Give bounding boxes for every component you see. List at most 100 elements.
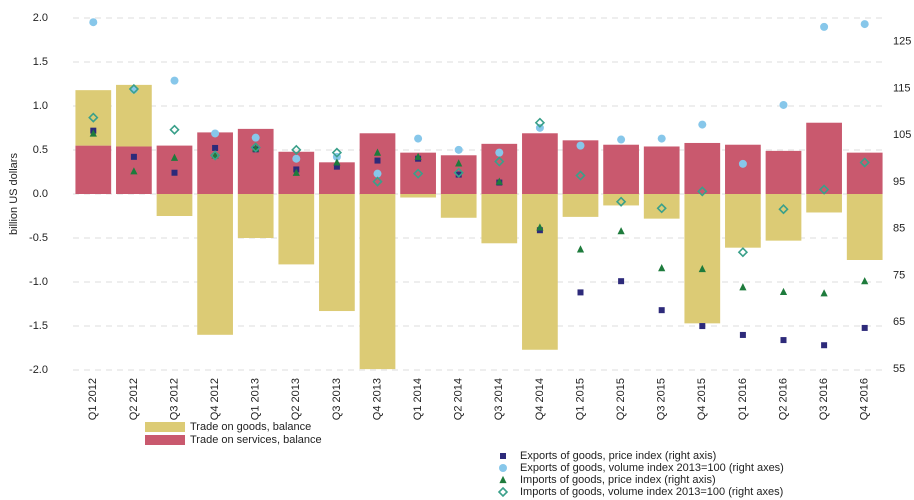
point	[861, 277, 869, 285]
bar	[562, 194, 599, 217]
point	[618, 278, 625, 285]
point	[780, 337, 787, 344]
bar	[278, 194, 315, 265]
point	[576, 245, 585, 253]
x-tick-label: Q1 2012	[87, 378, 99, 420]
point	[374, 157, 381, 164]
y2-tick-label: 75	[893, 269, 905, 281]
x-tick-label: Q3 2014	[493, 378, 505, 420]
legend-label: Exports of goods, price index (right axi…	[520, 450, 716, 462]
x-tick-label: Q4 2014	[534, 378, 546, 420]
bar	[846, 194, 883, 260]
y2-tick-label: 115	[893, 82, 911, 94]
x-tick-label: Q3 2016	[818, 378, 830, 420]
point	[251, 133, 260, 142]
point	[699, 323, 706, 330]
point	[738, 159, 747, 168]
legend-marker	[497, 486, 509, 498]
bar	[603, 194, 639, 206]
point	[169, 124, 180, 135]
point	[89, 129, 97, 137]
point	[617, 227, 625, 235]
bar	[603, 144, 639, 194]
bar	[643, 146, 680, 194]
point	[739, 283, 747, 291]
bar	[481, 194, 518, 244]
point	[576, 141, 585, 150]
point	[534, 117, 546, 128]
point	[372, 176, 383, 187]
x-tick-label: Q2 2012	[128, 378, 140, 420]
point	[331, 147, 343, 158]
bar	[806, 122, 842, 194]
point	[657, 134, 666, 143]
point	[333, 163, 340, 170]
point	[495, 148, 504, 157]
legend-label: Imports of goods, volume index 2013=100 …	[520, 486, 783, 498]
bar	[75, 145, 112, 194]
bar	[75, 90, 112, 146]
y-tick-label: -1.0	[29, 276, 48, 288]
point	[495, 177, 503, 185]
legend-marker	[500, 453, 506, 459]
bar	[319, 194, 355, 312]
point	[779, 287, 788, 296]
bar	[725, 194, 761, 248]
x-tick-label: Q4 2016	[859, 378, 871, 420]
bar	[684, 142, 721, 194]
y-tick-label: 0.0	[33, 188, 48, 200]
y-tick-label: -0.5	[29, 232, 48, 244]
point	[292, 168, 300, 176]
point	[211, 129, 220, 138]
x-tick-label: Q2 2016	[777, 378, 789, 420]
x-tick-label: Q4 2012	[209, 378, 221, 420]
point	[250, 142, 261, 153]
legend-label: Exports of goods, volume index 2013=100 …	[520, 462, 784, 474]
x-tick-label: Q1 2013	[250, 378, 262, 420]
point	[615, 196, 627, 207]
x-tick-label: Q4 2013	[371, 378, 383, 420]
point	[291, 144, 302, 155]
point	[656, 203, 667, 214]
point	[778, 204, 789, 215]
legend-label: Trade on goods, balance	[190, 421, 311, 433]
x-tick-label: Q2 2015	[615, 378, 627, 420]
point	[859, 157, 870, 168]
y-tick-label: -2.0	[29, 364, 48, 376]
y-tick-label: 2.0	[33, 12, 48, 24]
point	[698, 264, 706, 273]
point	[454, 145, 463, 154]
bar	[359, 194, 396, 370]
point	[455, 171, 462, 178]
bar	[237, 194, 274, 238]
y2-tick-label: 95	[893, 176, 905, 188]
point	[779, 100, 788, 109]
bar	[197, 132, 233, 194]
x-tick-label: Q3 2013	[331, 378, 343, 420]
bar	[684, 194, 721, 324]
point	[617, 135, 626, 144]
point	[739, 331, 746, 338]
y-tick-label: 0.5	[33, 144, 48, 156]
point	[333, 158, 341, 166]
point	[88, 112, 99, 123]
bar	[400, 194, 436, 198]
point	[209, 150, 221, 161]
point	[658, 263, 666, 272]
bar	[440, 194, 477, 218]
legend-swatch	[145, 422, 185, 432]
point	[535, 123, 544, 132]
x-tick-label: Q1 2014	[412, 378, 424, 420]
point	[128, 83, 140, 95]
point	[494, 156, 505, 167]
y-tick-label: 1.0	[33, 100, 48, 112]
y2-tick-label: 85	[893, 223, 905, 235]
legend-label: Imports of goods, price index (right axi…	[520, 474, 716, 486]
point	[130, 153, 137, 160]
point	[453, 167, 464, 178]
point	[412, 168, 424, 179]
legend-marker	[499, 464, 507, 472]
x-tick-label: Q4 2015	[696, 378, 708, 420]
x-tick-label: Q3 2015	[656, 378, 668, 420]
point	[373, 169, 382, 178]
